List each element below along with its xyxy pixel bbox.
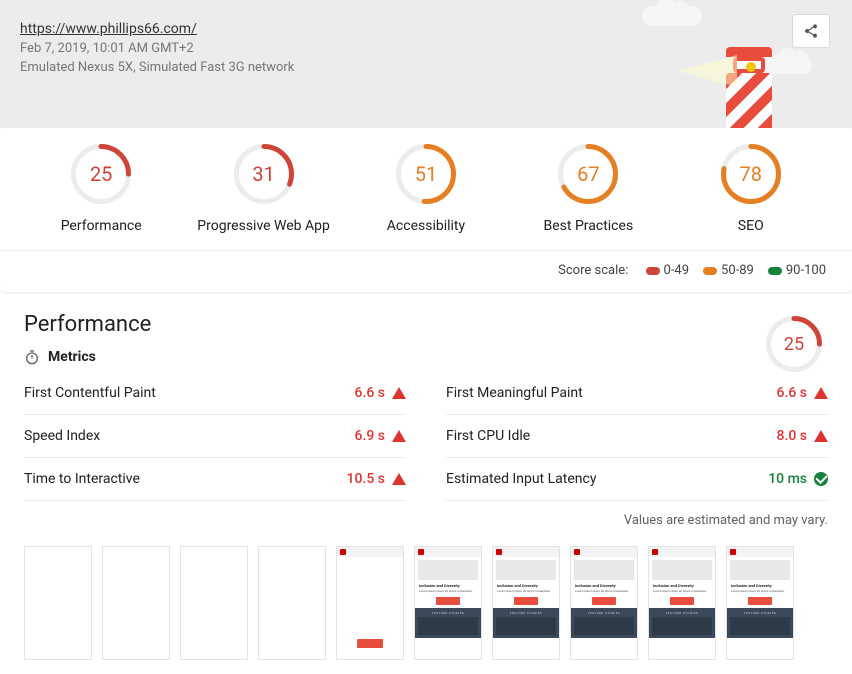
metric-value: 10 ms [768, 471, 807, 487]
report-header: https://www.phillips66.com/ Feb 7, 2019,… [0, 0, 852, 128]
metric-name: Estimated Input Latency [446, 471, 596, 487]
filmstrip-thumb[interactable]: Inclusion and Diversity Lorem ipsum dolo… [726, 546, 794, 660]
metric-value: 6.9 s [355, 428, 386, 444]
filmstrip-thumb[interactable]: Inclusion and Diversity Lorem ipsum dolo… [648, 546, 716, 660]
scale-range-text: 50-89 [721, 263, 754, 278]
metrics-label: Metrics [48, 349, 96, 365]
lighthouse-illustration [726, 47, 772, 128]
gauge-label: Progressive Web App [184, 218, 344, 234]
metric-row[interactable]: Time to Interactive 10.5 s [24, 458, 406, 501]
filmstrip-thumb[interactable] [24, 546, 92, 660]
gauge-performance[interactable]: 25 Performance [21, 144, 181, 234]
performance-section: Performance Metrics 25 First Contentful … [0, 292, 852, 546]
fail-icon [392, 430, 406, 442]
metric-value: 6.6 s [777, 385, 808, 401]
score-scale-label: Score scale: [558, 263, 628, 278]
filmstrip-thumb[interactable]: Inclusion and Diversity Lorem ipsum dolo… [570, 546, 638, 660]
values-note: Values are estimated and may vary. [24, 513, 828, 528]
metric-row[interactable]: First Meaningful Paint 6.6 s [446, 372, 828, 415]
share-icon [803, 23, 819, 39]
gauge-progressive-web-app[interactable]: 31 Progressive Web App [184, 144, 344, 234]
metric-name: Speed Index [24, 428, 100, 444]
filmstrip-thumb[interactable] [102, 546, 170, 660]
fail-icon [814, 430, 828, 442]
filmstrip-thumb[interactable]: Inclusion and Diversity Lorem ipsum dolo… [414, 546, 482, 660]
scale-dot [768, 267, 782, 275]
fail-icon [392, 387, 406, 399]
fail-icon [392, 473, 406, 485]
cloud-decoration [642, 6, 702, 26]
metric-value: 8.0 s [777, 428, 808, 444]
metric-value: 6.6 s [355, 385, 386, 401]
filmstrip-thumb[interactable] [336, 546, 404, 660]
gauge-label: SEO [671, 218, 831, 234]
scale-dot [703, 267, 717, 275]
metric-row[interactable]: First CPU Idle 8.0 s [446, 415, 828, 458]
gauge-label: Performance [21, 218, 181, 234]
scale-dot [646, 267, 660, 275]
gauge-label: Best Practices [508, 218, 668, 234]
metric-row[interactable]: Estimated Input Latency 10 ms [446, 458, 828, 501]
score-scale-legend: Score scale: 0-49 50-89 90-100 [0, 250, 852, 292]
metrics-grid: First Contentful Paint 6.6 s Speed Index… [24, 372, 828, 501]
report-timestamp: Feb 7, 2019, 10:01 AM GMT+2 [20, 41, 832, 56]
filmstrip-thumb[interactable] [258, 546, 326, 660]
metric-name: First Meaningful Paint [446, 385, 583, 401]
scores-card: 25 Performance 31 Progressive Web App 51… [0, 126, 852, 292]
metric-row[interactable]: Speed Index 6.9 s [24, 415, 406, 458]
performance-gauge: 25 [766, 316, 822, 372]
pass-icon [814, 472, 828, 486]
metric-value: 10.5 s [347, 471, 385, 487]
gauge-seo[interactable]: 78 SEO [671, 144, 831, 234]
gauge-accessibility[interactable]: 51 Accessibility [346, 144, 506, 234]
metric-name: Time to Interactive [24, 471, 140, 487]
fail-icon [814, 387, 828, 399]
metric-name: First Contentful Paint [24, 385, 156, 401]
metric-row[interactable]: First Contentful Paint 6.6 s [24, 372, 406, 415]
gauge-row: 25 Performance 31 Progressive Web App 51… [0, 126, 852, 244]
scale-range-text: 90-100 [786, 263, 826, 278]
metrics-header: Metrics [24, 349, 151, 365]
stopwatch-icon [24, 349, 40, 365]
filmstrip-thumb[interactable] [180, 546, 248, 660]
filmstrip: Inclusion and Diversity Lorem ipsum dolo… [0, 546, 852, 674]
report-url-link[interactable]: https://www.phillips66.com/ [20, 21, 197, 37]
scale-range-text: 0-49 [664, 263, 690, 278]
gauge-best-practices[interactable]: 67 Best Practices [508, 144, 668, 234]
performance-title: Performance [24, 312, 151, 337]
share-button[interactable] [792, 14, 830, 48]
filmstrip-thumb[interactable]: Inclusion and Diversity Lorem ipsum dolo… [492, 546, 560, 660]
gauge-label: Accessibility [346, 218, 506, 234]
metric-name: First CPU Idle [446, 428, 530, 444]
